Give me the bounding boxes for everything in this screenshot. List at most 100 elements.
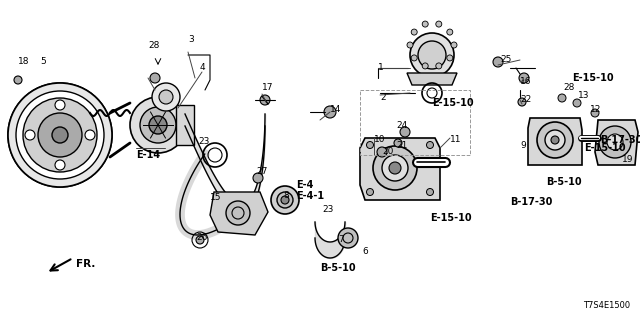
Circle shape xyxy=(422,21,428,27)
Circle shape xyxy=(25,130,35,140)
FancyBboxPatch shape xyxy=(176,105,194,145)
Text: 28: 28 xyxy=(563,84,574,92)
Circle shape xyxy=(410,33,454,77)
Circle shape xyxy=(447,55,452,61)
Text: 14: 14 xyxy=(330,106,341,115)
Circle shape xyxy=(451,42,457,48)
Circle shape xyxy=(55,160,65,170)
Circle shape xyxy=(591,109,599,117)
Circle shape xyxy=(382,155,408,181)
Circle shape xyxy=(551,136,559,144)
Circle shape xyxy=(152,83,180,111)
Text: B-5-10: B-5-10 xyxy=(546,177,582,187)
Text: 12: 12 xyxy=(590,106,602,115)
Text: 6: 6 xyxy=(362,247,368,257)
Circle shape xyxy=(23,98,97,172)
Text: E-15-10: E-15-10 xyxy=(432,98,474,108)
Circle shape xyxy=(196,236,204,244)
Text: 23: 23 xyxy=(322,205,333,214)
Circle shape xyxy=(389,162,401,174)
Text: 4: 4 xyxy=(200,63,205,73)
Circle shape xyxy=(407,42,413,48)
Circle shape xyxy=(253,173,263,183)
Circle shape xyxy=(55,100,65,110)
Text: E-15-10: E-15-10 xyxy=(572,73,614,83)
Circle shape xyxy=(607,134,623,150)
Text: 11: 11 xyxy=(450,135,461,145)
Text: B-17-30: B-17-30 xyxy=(600,135,640,145)
Text: 9: 9 xyxy=(520,140,525,149)
Circle shape xyxy=(436,63,442,69)
Circle shape xyxy=(38,113,82,157)
Circle shape xyxy=(260,95,270,105)
Text: 17: 17 xyxy=(262,84,273,92)
Text: B-17-30: B-17-30 xyxy=(510,197,552,207)
Circle shape xyxy=(412,55,417,61)
Text: 8: 8 xyxy=(283,190,289,199)
Circle shape xyxy=(400,127,410,137)
Circle shape xyxy=(277,192,293,208)
Text: 13: 13 xyxy=(578,91,589,100)
Circle shape xyxy=(519,73,529,83)
Polygon shape xyxy=(528,118,582,165)
Polygon shape xyxy=(210,192,268,235)
Text: E-14: E-14 xyxy=(136,150,160,160)
Circle shape xyxy=(8,83,112,187)
Text: 20: 20 xyxy=(382,148,394,156)
Circle shape xyxy=(412,29,417,35)
Text: 23: 23 xyxy=(198,138,209,147)
Circle shape xyxy=(149,116,167,134)
Circle shape xyxy=(281,196,289,204)
Polygon shape xyxy=(360,138,440,200)
Circle shape xyxy=(377,147,387,157)
Text: 27: 27 xyxy=(256,167,268,177)
Text: B-5-10: B-5-10 xyxy=(320,263,356,273)
Polygon shape xyxy=(407,73,457,85)
Text: 7: 7 xyxy=(338,236,344,244)
Text: 19: 19 xyxy=(622,156,634,164)
Text: E-4: E-4 xyxy=(296,180,314,190)
Circle shape xyxy=(150,73,160,83)
Circle shape xyxy=(537,122,573,158)
Text: FR.: FR. xyxy=(76,259,95,269)
Circle shape xyxy=(367,141,374,148)
Text: 3: 3 xyxy=(188,36,194,44)
Text: 28: 28 xyxy=(148,41,159,50)
Text: 21: 21 xyxy=(396,141,408,150)
Text: 25: 25 xyxy=(500,55,511,65)
Circle shape xyxy=(558,94,566,102)
Circle shape xyxy=(447,29,452,35)
Circle shape xyxy=(599,126,631,158)
Text: 15: 15 xyxy=(210,194,221,203)
Circle shape xyxy=(426,188,433,196)
Circle shape xyxy=(130,97,186,153)
Text: 24: 24 xyxy=(396,122,407,131)
Text: 5: 5 xyxy=(40,58,45,67)
Circle shape xyxy=(545,130,565,150)
Circle shape xyxy=(16,91,104,179)
Circle shape xyxy=(14,76,22,84)
Circle shape xyxy=(493,57,503,67)
Text: 1: 1 xyxy=(378,63,384,73)
Text: 26: 26 xyxy=(196,234,207,243)
Text: T7S4E1500: T7S4E1500 xyxy=(583,301,630,310)
Circle shape xyxy=(159,90,173,104)
Circle shape xyxy=(394,139,402,147)
Text: 16: 16 xyxy=(520,77,531,86)
Circle shape xyxy=(518,98,526,106)
Circle shape xyxy=(422,63,428,69)
Circle shape xyxy=(85,130,95,140)
Circle shape xyxy=(324,106,336,118)
Text: 10: 10 xyxy=(374,135,385,145)
Text: E-15-10: E-15-10 xyxy=(584,143,626,153)
Circle shape xyxy=(271,186,299,214)
Circle shape xyxy=(140,107,176,143)
Text: E-4-1: E-4-1 xyxy=(296,191,324,201)
Circle shape xyxy=(436,21,442,27)
Text: 2: 2 xyxy=(380,93,386,102)
Text: E-15-10: E-15-10 xyxy=(430,213,472,223)
Polygon shape xyxy=(595,120,638,165)
Text: 18: 18 xyxy=(18,58,29,67)
Circle shape xyxy=(418,41,446,69)
Circle shape xyxy=(338,228,358,248)
